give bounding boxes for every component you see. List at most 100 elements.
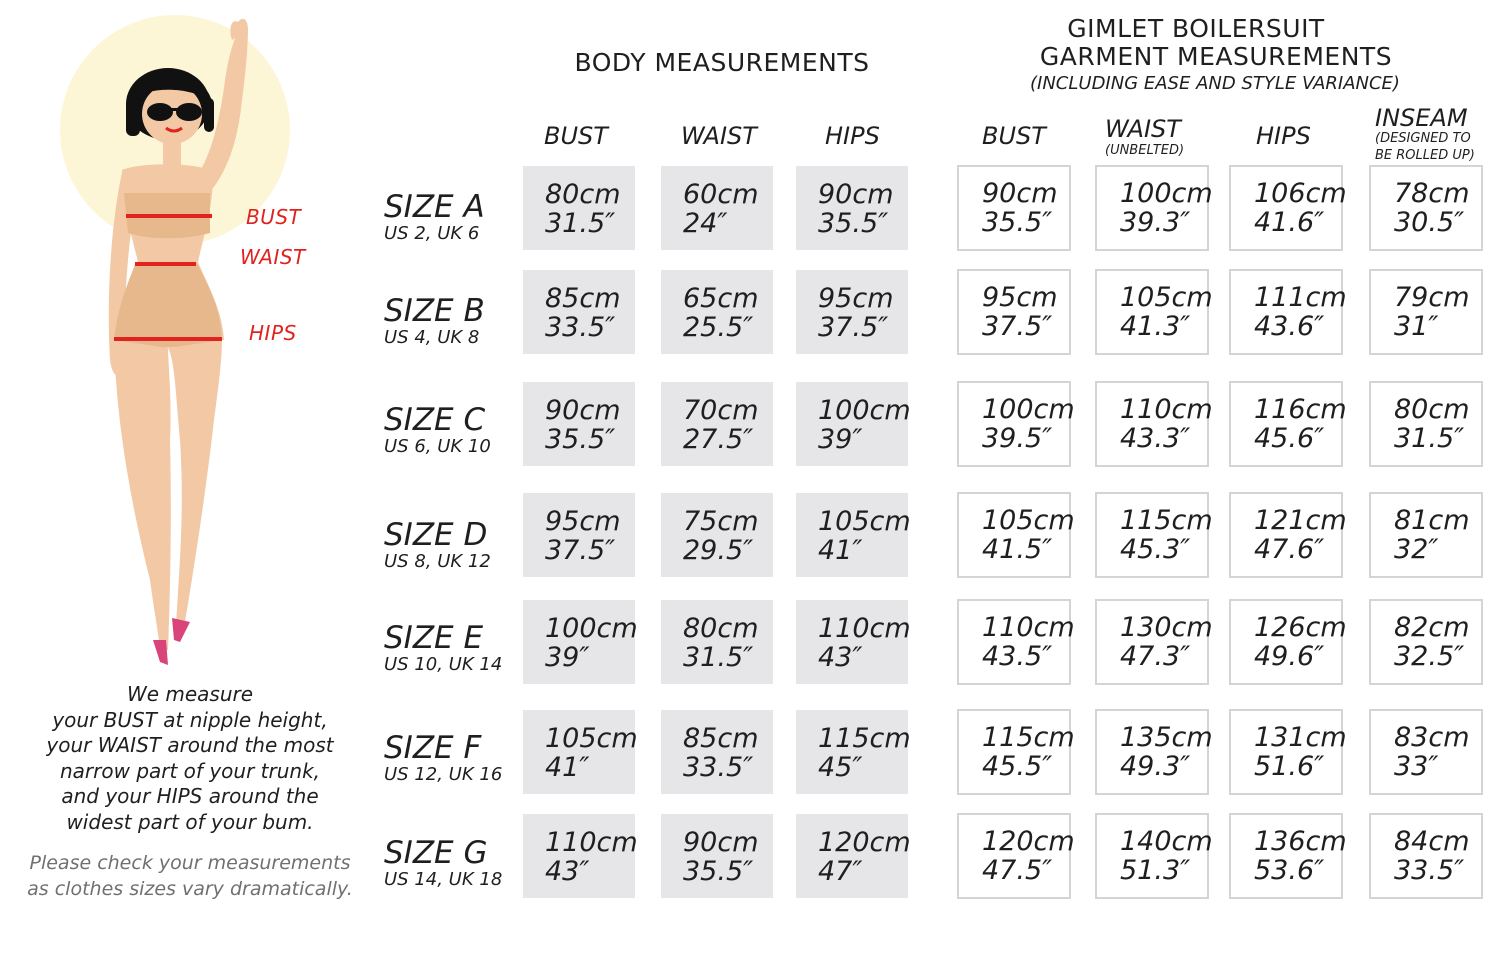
size-name: SIZE B (384, 293, 485, 329)
cm-value: 105cm (982, 505, 1075, 536)
garment-title-line-1: GIMLET BOILERSUIT (1067, 14, 1325, 43)
inch-value: 37.5″ (545, 535, 616, 566)
size-label: SIZE F US 12, UK 16 (384, 731, 502, 785)
col-subheader-inseam-note-2: BE ROLLED UP) (1375, 148, 1475, 163)
size-disclaimer: Please check your measurements as clothe… (20, 850, 360, 902)
garment-shorts (114, 262, 222, 348)
garment-bust-cell: 90cm 35.5″ (957, 165, 1071, 251)
inch-value: 51.3″ (1120, 855, 1191, 886)
size-name: SIZE A (384, 189, 485, 225)
cm-value: 130cm (1120, 612, 1213, 643)
cm-value: 84cm (1394, 826, 1470, 857)
note-line: widest part of your bum. (66, 809, 314, 834)
cm-value: 83cm (1394, 722, 1470, 753)
body-waist-cell: 85cm 33.5″ (661, 710, 773, 794)
cm-value: 120cm (982, 826, 1075, 857)
garment-inseam-cell: 84cm 33.5″ (1369, 813, 1483, 899)
cm-value: 81cm (1394, 505, 1470, 536)
inch-value: 43″ (545, 856, 590, 887)
shoe-right (172, 618, 190, 642)
garment-bust-cell: 95cm 37.5″ (957, 269, 1071, 355)
garment-inseam-cell: 82cm 32.5″ (1369, 599, 1483, 685)
size-label: SIZE B US 4, UK 8 (384, 294, 485, 348)
inch-value: 53.6″ (1254, 855, 1325, 886)
body-waist-cell: 70cm 27.5″ (661, 382, 773, 466)
garment-bust-cell: 105cm 41.5″ (957, 492, 1075, 578)
inch-value: 39″ (818, 424, 863, 455)
figure-label-waist: WAIST (240, 245, 306, 269)
inch-value: 31″ (1394, 311, 1439, 342)
disclaimer-line: as clothes sizes vary dramatically. (27, 878, 353, 900)
garment-waist-cell: 135cm 49.3″ (1095, 709, 1213, 795)
body-waist-cell: 65cm 25.5″ (661, 270, 773, 354)
cm-value: 131cm (1254, 722, 1347, 753)
cm-value: 95cm (982, 282, 1058, 313)
inch-value: 35.5″ (982, 207, 1053, 238)
cm-value: 95cm (818, 283, 894, 314)
note-line: and your HIPS around the (61, 784, 319, 808)
size-name: SIZE E (384, 620, 484, 656)
cm-value: 90cm (982, 178, 1058, 209)
garment-bust-cell: 120cm 47.5″ (957, 813, 1075, 899)
cm-value: 116cm (1254, 394, 1347, 425)
col-header-garment-bust: BUST (982, 122, 1046, 150)
body-waist-cell: 60cm 24″ (661, 166, 773, 250)
size-name: SIZE G (384, 835, 488, 871)
figure-label-hips: HIPS (249, 321, 297, 345)
body-hips-cell: 100cm 39″ (796, 382, 911, 466)
inch-value: 39.5″ (982, 423, 1053, 454)
inch-value: 32.5″ (1394, 641, 1465, 672)
cm-value: 120cm (818, 827, 911, 858)
inch-value: 35.5″ (683, 856, 754, 887)
body-hips-cell: 95cm 37.5″ (796, 270, 908, 354)
garment-hips-cell: 126cm 49.6″ (1229, 599, 1347, 685)
inch-value: 37.5″ (982, 311, 1053, 342)
cm-value: 110cm (982, 612, 1075, 643)
garment-inseam-cell: 78cm 30.5″ (1369, 165, 1483, 251)
body-bust-cell: 80cm 31.5″ (523, 166, 635, 250)
cm-value: 80cm (683, 613, 759, 644)
measurement-note: We measure your BUST at nipple height, y… (30, 682, 350, 835)
cm-value: 75cm (683, 506, 759, 537)
body-bust-cell: 85cm 33.5″ (523, 270, 635, 354)
body-waist-cell: 80cm 31.5″ (661, 600, 773, 684)
cm-value: 115cm (982, 722, 1075, 753)
body-bust-cell: 100cm 39″ (523, 600, 638, 684)
col-header-body-waist: WAIST (681, 122, 757, 150)
size-us-uk: US 14, UK 18 (384, 869, 503, 890)
cm-value: 100cm (545, 613, 638, 644)
cm-value: 105cm (1120, 282, 1213, 313)
inch-value: 45″ (818, 752, 863, 783)
cm-value: 90cm (818, 179, 894, 210)
inch-value: 43.6″ (1254, 311, 1325, 342)
garment-inseam-cell: 80cm 31.5″ (1369, 381, 1483, 467)
cm-value: 78cm (1394, 178, 1470, 209)
inch-value: 30.5″ (1394, 207, 1465, 238)
inch-value: 33.5″ (1394, 855, 1465, 886)
cm-value: 121cm (1254, 505, 1347, 536)
garment-bust-cell: 115cm 45.5″ (957, 709, 1075, 795)
inch-value: 47″ (818, 856, 863, 887)
cm-value: 80cm (545, 179, 621, 210)
body-hips-cell: 110cm 43″ (796, 600, 911, 684)
col-subheader-unbelted: (UNBELTED) (1105, 143, 1185, 158)
inch-value: 41″ (545, 752, 590, 783)
garment-waist-cell: 100cm 39.3″ (1095, 165, 1213, 251)
garment-hips-cell: 106cm 41.6″ (1229, 165, 1347, 251)
cm-value: 110cm (545, 827, 638, 858)
body-bust-cell: 105cm 41″ (523, 710, 638, 794)
shoe-left (153, 640, 168, 665)
cm-value: 85cm (545, 283, 621, 314)
garment-bust-cell: 110cm 43.5″ (957, 599, 1075, 685)
cm-value: 105cm (545, 723, 638, 754)
cm-value: 105cm (818, 506, 911, 537)
cm-value: 65cm (683, 283, 759, 314)
inch-value: 33″ (1394, 751, 1439, 782)
inch-value: 41.3″ (1120, 311, 1191, 342)
inch-value: 43.3″ (1120, 423, 1191, 454)
inch-value: 47.3″ (1120, 641, 1191, 672)
cm-value: 90cm (545, 395, 621, 426)
inch-value: 49.3″ (1120, 751, 1191, 782)
garment-inseam-cell: 79cm 31″ (1369, 269, 1483, 355)
inch-value: 41″ (818, 535, 863, 566)
